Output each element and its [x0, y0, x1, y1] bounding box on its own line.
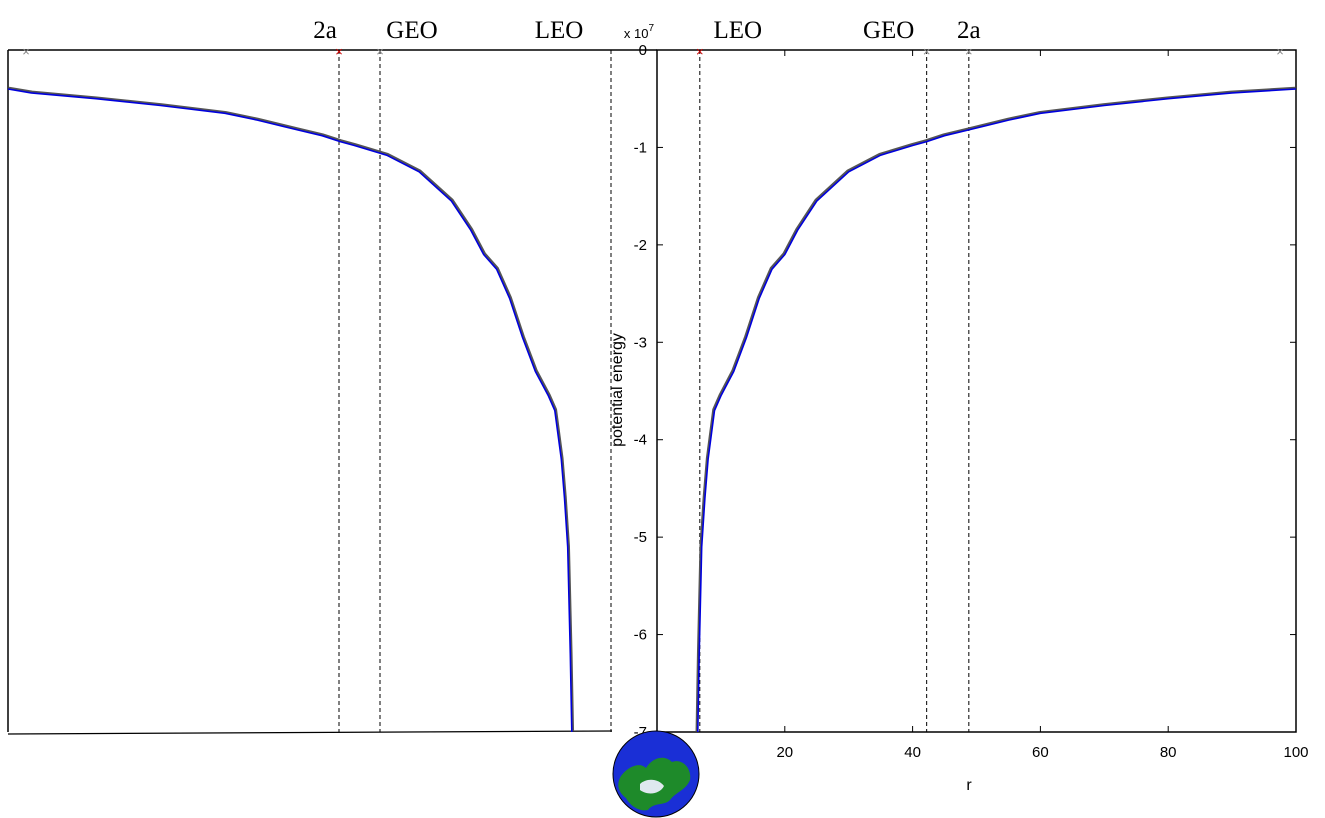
marker-lines: LEO×GEO×2a× × [696, 17, 1284, 732]
y-axis-ticks: 0-1-2-3-4-5-6-7 [634, 42, 1296, 741]
x-axis-ticks: 20 40 60 80 100 [776, 50, 1309, 761]
x-tick-label-0: 20 [776, 744, 793, 761]
marker-cross-2: × [965, 44, 973, 59]
y-exponent-label: x 107 [624, 23, 655, 41]
series-shadow-0 [695, 86, 1296, 732]
y-tick-label-4: -4 [634, 432, 647, 449]
mirror-series-line-0 [7, 88, 573, 733]
mirror-marker-label-1: GEO [386, 17, 437, 44]
y-tick-label-2: -2 [634, 237, 647, 254]
mirror-marker-cross-1: × [376, 44, 384, 59]
mirror-marker-lines: 2a×GEO×LEO× [22, 17, 612, 732]
end-cross: × [1276, 44, 1284, 59]
y-axis-label: potential energy [609, 333, 626, 447]
y-tick-label-3: -3 [634, 334, 647, 351]
marker-label-2: 2a [957, 17, 981, 44]
x-tick-label-2: 60 [1032, 744, 1049, 761]
x-tick-label-4: 100 [1283, 744, 1308, 761]
mirror-series-shadow-0 [8, 86, 575, 732]
y-tick-label-5: -5 [634, 529, 647, 546]
plot-area [656, 49, 1297, 733]
y-tick-label-0: 0 [639, 42, 647, 59]
mirror-end-cross: × [22, 44, 30, 59]
earth-icon [612, 730, 700, 818]
series-line-0 [697, 88, 1297, 733]
mirror-series-group [7, 86, 575, 733]
mirror-marker-cross-0: × [335, 44, 343, 59]
y-exponent-power: 7 [648, 23, 654, 34]
x-axis-label: r [966, 777, 972, 794]
y-tick-label-6: -6 [634, 627, 647, 644]
mirror-marker-label-2: LEO [535, 17, 584, 44]
y-tick-label-1: -1 [634, 139, 647, 156]
series-group [695, 86, 1297, 733]
mirror-marker-label-0: 2a [313, 17, 337, 44]
x-tick-label-1: 40 [904, 744, 921, 761]
marker-cross-1: × [923, 44, 931, 59]
mirror-panel-bottom-edge [7, 730, 613, 735]
marker-label-1: GEO [863, 17, 914, 44]
marker-label-0: LEO [714, 17, 763, 44]
y-exponent-base: x 10 [624, 26, 649, 41]
x-tick-label-3: 80 [1160, 744, 1177, 761]
marker-cross-0: × [696, 44, 704, 59]
